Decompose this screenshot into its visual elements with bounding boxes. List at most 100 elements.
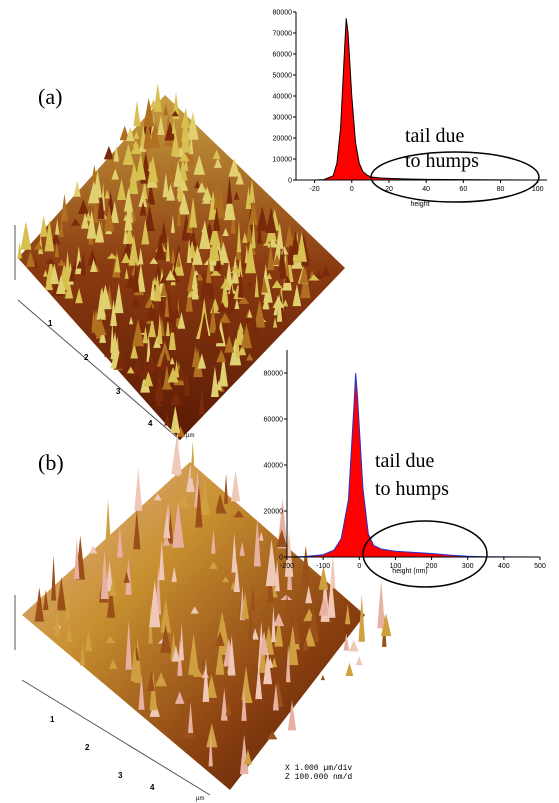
surface-peak [25, 250, 36, 267]
surface-peak [144, 205, 155, 232]
surface-peak [305, 585, 313, 604]
annotation: tail due [405, 125, 465, 147]
surface-peak [241, 591, 249, 619]
surface-peak [170, 405, 181, 433]
surface-peak [119, 125, 130, 141]
y-tick-label: 40000 [264, 463, 284, 470]
surface-peak [219, 312, 231, 323]
surface-peak [218, 353, 228, 387]
scale-note: Z 100.000 nm/d [285, 773, 352, 782]
surface-peak [283, 275, 291, 283]
surface-peak [377, 580, 386, 629]
surface-peak [66, 623, 72, 643]
surface-peak [318, 595, 330, 616]
surface-peak [296, 232, 307, 262]
y-tick-label: 50000 [273, 73, 293, 80]
surface-peak [245, 219, 253, 242]
surface-peak [146, 304, 156, 321]
surface-peak [85, 211, 92, 222]
surface-peak [248, 603, 254, 641]
surface-peak [143, 117, 153, 150]
surface-peak [155, 398, 162, 407]
surface-peak [160, 624, 172, 653]
surface-peak [196, 273, 204, 281]
surface-peak [181, 113, 190, 142]
surface-peak [87, 181, 100, 204]
surface-peak [162, 536, 171, 546]
surface-peak [163, 365, 171, 390]
surface-peak [344, 603, 351, 625]
surface-peak [149, 192, 156, 205]
surface-peak [69, 266, 76, 282]
surface-peak [178, 495, 191, 508]
surface-peak [235, 171, 244, 185]
surface-peak [149, 257, 158, 264]
surface-peak [271, 280, 283, 289]
surface-peak [143, 371, 154, 387]
surface-peak [195, 483, 203, 528]
annotation: to humps [375, 478, 449, 500]
surface-peak [17, 241, 22, 259]
surface-peak [380, 613, 392, 637]
surface-peak [233, 191, 240, 200]
surface-peak [260, 277, 268, 293]
surface-peak [142, 326, 149, 344]
x-tick-label: 0 [350, 186, 354, 193]
surface-peak [176, 426, 186, 437]
surface-peak [167, 366, 179, 383]
surface-peak [280, 594, 293, 601]
surface-peak [164, 412, 171, 426]
surface-peak [230, 266, 241, 274]
surface-peak [104, 189, 110, 199]
surface-peak [103, 146, 114, 160]
surface-peak [212, 149, 221, 159]
surface-peak [245, 240, 256, 274]
surface-peak [220, 279, 232, 289]
surface-peak [123, 187, 133, 212]
surface-peak [171, 130, 181, 157]
surface-peak [173, 160, 184, 187]
surface-peak [137, 247, 144, 265]
y-tick-label: 60000 [264, 417, 284, 424]
surface-peak [121, 252, 131, 263]
surface-peak [59, 218, 64, 237]
surface-tick: 1 [50, 715, 55, 724]
surface-peak [209, 221, 221, 246]
surface-peak [241, 685, 247, 721]
surface-peak [154, 370, 164, 402]
surface-peak [56, 274, 66, 295]
surface-peak [178, 152, 190, 162]
y-tick-label: 0 [288, 178, 292, 185]
surface-peak [273, 316, 278, 328]
surface-peak [279, 247, 287, 279]
surface-peak [248, 178, 256, 203]
surface-peak [86, 210, 97, 239]
surface-peak [220, 688, 228, 721]
surface-peak [84, 629, 93, 652]
surface-peak [51, 555, 57, 601]
surface-peak [273, 612, 285, 627]
surface-peak [73, 180, 81, 197]
surface-peak [143, 97, 155, 127]
surface-peak [177, 311, 186, 329]
x-tick-label: 80 [497, 186, 505, 193]
surface-peak [177, 192, 190, 215]
surface-peak [133, 509, 141, 550]
surface-peak [133, 130, 140, 139]
surface-peak [201, 297, 208, 321]
surface-peak [122, 144, 135, 165]
surface-peak [159, 351, 171, 372]
surface-peak [65, 571, 70, 620]
surface-peak [265, 207, 277, 233]
x-axis-label: height [410, 201, 429, 208]
surface-peak [153, 82, 162, 112]
surface-peak [185, 285, 193, 312]
surface-peak [108, 658, 118, 669]
surface-peak [115, 347, 126, 370]
surface-peak [215, 493, 225, 511]
surface-peak [91, 308, 96, 330]
surface-peak [159, 274, 168, 284]
surface-peak [94, 317, 107, 336]
surface-peak [56, 576, 66, 611]
